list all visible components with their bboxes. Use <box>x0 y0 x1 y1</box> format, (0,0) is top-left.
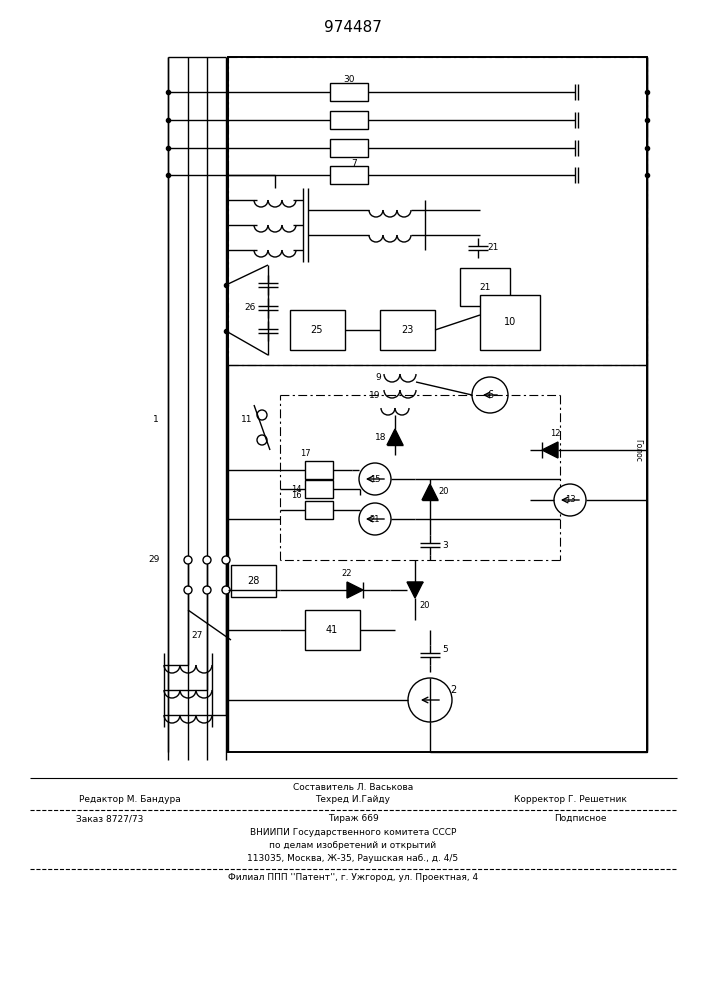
Circle shape <box>257 410 267 420</box>
Text: 18: 18 <box>375 432 387 442</box>
Text: 21: 21 <box>479 282 491 292</box>
Circle shape <box>184 586 192 594</box>
Bar <box>330 83 368 101</box>
Text: 21: 21 <box>487 243 498 252</box>
Text: 1: 1 <box>153 416 159 424</box>
Text: 26: 26 <box>245 304 256 312</box>
Bar <box>460 268 510 306</box>
Bar <box>380 310 435 350</box>
Circle shape <box>359 463 391 495</box>
Text: 20: 20 <box>439 488 449 496</box>
Text: Филиал ППП ''Патент'', г. Ужгород, ул. Проектная, 4: Филиал ППП ''Патент'', г. Ужгород, ул. П… <box>228 873 478 882</box>
Polygon shape <box>542 442 558 458</box>
Text: Подписное: Подписное <box>554 814 606 823</box>
Bar <box>330 166 368 184</box>
Text: 974487: 974487 <box>324 20 382 35</box>
Text: 22: 22 <box>341 568 352 578</box>
Bar <box>330 139 368 157</box>
Bar <box>290 310 345 350</box>
Text: 12: 12 <box>550 428 560 438</box>
Text: 21: 21 <box>370 514 380 524</box>
Bar <box>330 111 368 129</box>
Text: 11: 11 <box>241 416 252 424</box>
Text: 15: 15 <box>370 475 380 484</box>
Text: Составитель Л. Васькова: Составитель Л. Васькова <box>293 783 413 792</box>
Text: 16: 16 <box>291 491 301 500</box>
Polygon shape <box>407 582 423 598</box>
Circle shape <box>359 503 391 535</box>
Text: 10: 10 <box>504 317 516 327</box>
Text: 30: 30 <box>344 76 355 85</box>
Text: 13: 13 <box>565 495 575 504</box>
Text: 7: 7 <box>351 158 357 167</box>
Text: по делам изобретений и открытий: по делам изобретений и открытий <box>269 841 436 850</box>
Text: ВНИИПИ Государственного комитета СССР: ВНИИПИ Государственного комитета СССР <box>250 828 456 837</box>
Bar <box>305 461 333 479</box>
Circle shape <box>203 586 211 594</box>
Circle shape <box>222 556 230 564</box>
Text: Заказ 8727/73: Заказ 8727/73 <box>76 814 144 823</box>
Circle shape <box>257 435 267 445</box>
Text: 28: 28 <box>247 576 259 586</box>
Text: 19: 19 <box>369 391 381 400</box>
Text: 17: 17 <box>300 448 310 458</box>
Text: 2: 2 <box>450 685 456 695</box>
Bar <box>305 480 333 498</box>
Text: Корректор Г. Решетник: Корректор Г. Решетник <box>513 795 626 804</box>
Text: 6: 6 <box>487 390 493 400</box>
Text: 41: 41 <box>326 625 338 635</box>
Text: 29: 29 <box>148 556 160 564</box>
Text: 20: 20 <box>420 601 431 610</box>
Bar <box>228 57 647 752</box>
Text: 23: 23 <box>401 325 413 335</box>
Circle shape <box>184 556 192 564</box>
Text: 9: 9 <box>375 372 381 381</box>
Circle shape <box>554 484 586 516</box>
Bar <box>305 610 360 650</box>
Text: 25: 25 <box>311 325 323 335</box>
Bar <box>480 295 540 350</box>
Text: 14: 14 <box>291 486 301 494</box>
Text: 5: 5 <box>442 646 448 654</box>
Text: Голос: Голос <box>633 439 643 461</box>
Circle shape <box>203 556 211 564</box>
Text: Редактор М. Бандура: Редактор М. Бандура <box>79 795 181 804</box>
Circle shape <box>408 678 452 722</box>
Bar <box>305 501 333 519</box>
Text: Тираж 669: Тираж 669 <box>327 814 378 823</box>
Circle shape <box>222 586 230 594</box>
Bar <box>231 565 276 597</box>
Polygon shape <box>422 484 438 500</box>
Text: Техред И.Гайду: Техред И.Гайду <box>315 795 390 804</box>
Text: 27: 27 <box>192 631 203 640</box>
Circle shape <box>472 377 508 413</box>
Polygon shape <box>387 429 403 445</box>
Polygon shape <box>347 582 363 598</box>
Text: 113035, Москва, Ж-35, Раушская наб., д. 4/5: 113035, Москва, Ж-35, Раушская наб., д. … <box>247 854 459 863</box>
Text: 3: 3 <box>442 540 448 550</box>
